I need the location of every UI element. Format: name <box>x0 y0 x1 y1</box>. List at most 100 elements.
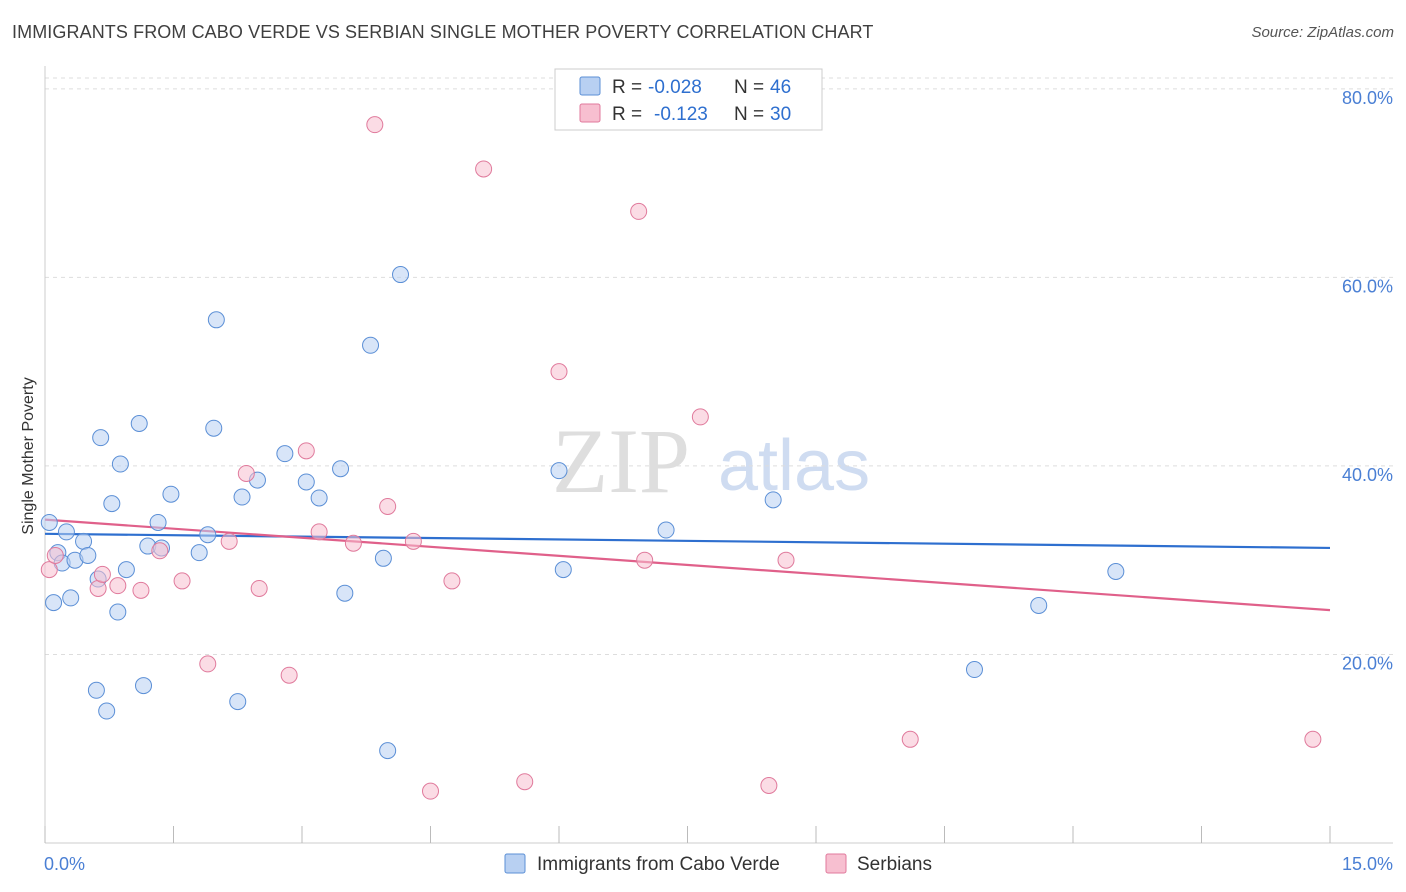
data-point-cabo-verde <box>362 336 380 354</box>
data-point-cabo-verde <box>92 429 110 447</box>
data-point-serbians <box>344 534 362 552</box>
data-point-cabo-verde <box>130 415 148 433</box>
data-point-serbians <box>404 532 422 550</box>
data-point-cabo-verde <box>374 549 392 567</box>
data-point-cabo-verde <box>310 489 328 507</box>
data-point-serbians <box>379 497 397 515</box>
data-point-cabo-verde <box>965 661 983 679</box>
data-point-serbians <box>901 730 919 748</box>
x-tick-label-max: 15.0% <box>1342 854 1393 874</box>
data-point-cabo-verde <box>332 460 350 478</box>
data-point-cabo-verde <box>79 546 97 564</box>
data-point-serbians <box>550 363 568 381</box>
data-point-cabo-verde <box>233 488 251 506</box>
legend-n-label-blue: N = <box>734 77 764 98</box>
data-point-serbians <box>1304 730 1322 748</box>
data-point-cabo-verde <box>764 491 782 509</box>
chart-title: IMMIGRANTS FROM CABO VERDE VS SERBIAN SI… <box>12 22 874 42</box>
data-point-serbians <box>516 773 534 791</box>
data-point-serbians <box>443 572 461 590</box>
axes <box>44 66 1393 844</box>
data-points <box>40 116 1322 800</box>
data-point-cabo-verde <box>550 462 568 480</box>
data-point-cabo-verde <box>229 693 247 711</box>
data-point-cabo-verde <box>149 513 167 531</box>
data-point-cabo-verde <box>336 584 354 602</box>
data-point-serbians <box>777 551 795 569</box>
data-point-serbians <box>280 666 298 684</box>
data-point-cabo-verde <box>98 702 116 720</box>
trend-line-cabo-verde <box>44 532 1331 550</box>
data-point-cabo-verde <box>162 485 180 503</box>
series-swatch-serbians <box>825 853 847 874</box>
data-point-serbians <box>109 577 127 595</box>
data-point-cabo-verde <box>75 532 93 550</box>
source-label: Source: ZipAtlas.com <box>1251 24 1394 41</box>
data-point-cabo-verde <box>276 445 294 463</box>
legend-r-value-blue: -0.028 <box>648 77 702 98</box>
series-label-serbians: Serbians <box>857 854 932 875</box>
legend-n-value-blue: 46 <box>770 77 791 98</box>
data-point-serbians <box>151 542 169 560</box>
gridlines: 20.0% 40.0% 60.0% 80.0% <box>45 77 1393 673</box>
legend-r-label-pink: R = <box>612 104 642 125</box>
y-tick-label: 20.0% <box>1342 653 1393 673</box>
y-tick-label: 40.0% <box>1342 465 1393 485</box>
data-point-serbians <box>630 202 648 220</box>
trend-line-serbians <box>44 518 1331 612</box>
data-point-cabo-verde <box>109 603 127 621</box>
data-point-cabo-verde <box>111 455 129 473</box>
legend-n-label-pink: N = <box>734 104 764 125</box>
data-point-serbians <box>636 551 654 569</box>
data-point-cabo-verde <box>87 681 105 699</box>
series-swatch-cabo-verde <box>504 853 526 874</box>
data-point-cabo-verde <box>205 419 223 437</box>
data-point-cabo-verde <box>190 544 208 562</box>
watermark: ZIP atlas <box>552 410 870 512</box>
x-tick-label-min: 0.0% <box>44 854 85 874</box>
data-point-cabo-verde <box>657 521 675 539</box>
data-point-serbians <box>40 561 58 579</box>
data-point-serbians <box>237 464 255 482</box>
data-point-cabo-verde <box>117 561 135 579</box>
data-point-serbians <box>310 523 328 541</box>
data-point-cabo-verde <box>379 742 397 760</box>
legend-r-label-blue: R = <box>612 77 642 98</box>
data-point-cabo-verde <box>392 266 410 284</box>
data-point-cabo-verde <box>207 311 225 329</box>
legend-r-value-pink: -0.123 <box>654 104 708 125</box>
data-point-cabo-verde <box>1107 563 1125 581</box>
data-point-serbians <box>366 116 384 134</box>
correlation-legend: R = -0.028 N = 46 R = -0.123 N = 30 <box>554 68 823 131</box>
data-point-serbians <box>250 579 268 597</box>
data-point-serbians <box>199 655 217 673</box>
watermark-zip: ZIP <box>552 410 690 512</box>
data-point-serbians <box>422 782 439 800</box>
legend-swatch-pink <box>579 103 601 123</box>
data-point-cabo-verde <box>199 526 217 544</box>
data-point-serbians <box>89 579 107 597</box>
data-point-cabo-verde <box>45 594 63 612</box>
data-point-cabo-verde <box>1030 596 1048 614</box>
y-tick-label: 80.0% <box>1342 88 1393 108</box>
trend-lines <box>44 518 1331 612</box>
data-point-serbians <box>132 581 150 599</box>
data-point-cabo-verde <box>297 473 315 491</box>
data-point-cabo-verde <box>135 677 153 695</box>
data-point-serbians <box>475 160 493 178</box>
data-point-serbians <box>760 776 778 794</box>
series-legend: Immigrants from Cabo Verde Serbians <box>504 853 932 875</box>
data-point-cabo-verde <box>103 495 121 513</box>
data-point-serbians <box>691 408 709 426</box>
series-label-cabo-verde: Immigrants from Cabo Verde <box>537 854 780 875</box>
data-point-serbians <box>93 565 111 583</box>
data-point-cabo-verde <box>554 561 572 579</box>
legend-swatch-blue <box>579 76 601 96</box>
data-point-cabo-verde <box>62 589 80 607</box>
data-point-serbians <box>220 532 238 550</box>
data-point-cabo-verde <box>40 513 58 531</box>
data-point-serbians <box>173 572 191 590</box>
data-point-serbians <box>297 442 315 460</box>
data-point-cabo-verde <box>57 523 75 541</box>
